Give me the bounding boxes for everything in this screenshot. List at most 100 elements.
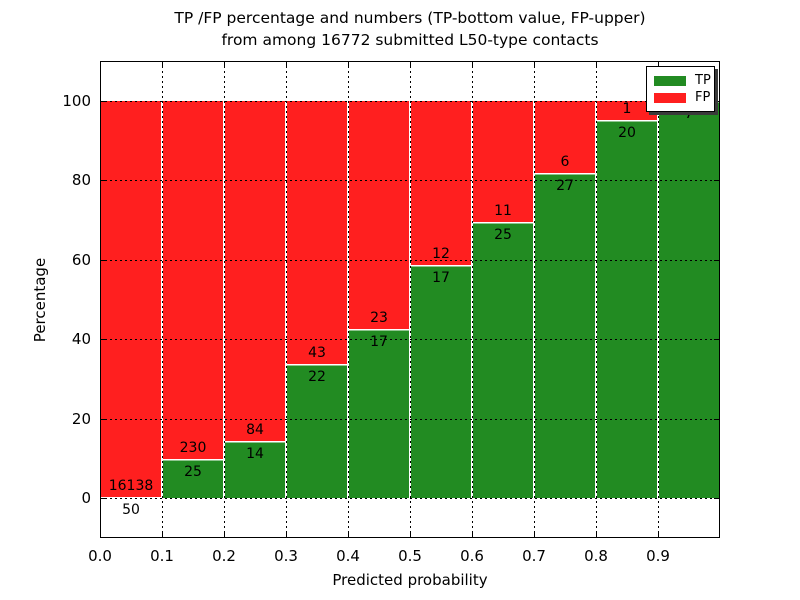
bar-segment-fp [100,100,162,498]
x-tick-mark [596,532,597,538]
gridline-vertical [410,61,411,538]
bar-segment-fp [534,100,596,173]
x-tick-mark [162,532,163,538]
legend-label-fp: FP [695,90,711,105]
x-tick-mark-top [162,61,163,67]
gridline-vertical [162,61,163,538]
x-tick-mark-top [596,61,597,67]
fp-count-label: 43 [308,344,326,361]
bar-segment-tp [658,100,720,499]
chart-title-line-1: TP /FP percentage and numbers (TP-bottom… [174,9,646,27]
x-tick-mark-top [658,61,659,67]
tp-count-label: 17 [370,334,388,351]
gridline-vertical [286,61,287,538]
fp-count-label: 6 [560,154,570,170]
x-tick-label: 0.0 [88,547,112,565]
y-tick-label: 100 [62,91,91,110]
legend-row-fp: FP [654,89,711,106]
x-tick-mark-top [534,61,535,67]
bar-segment-tp [100,497,162,499]
bar-segment-fp [596,100,658,120]
fp-count-label: 12 [432,246,450,263]
y-tick-mark [100,339,106,341]
x-tick-label: 0.5 [398,547,422,565]
gridline-vertical [658,61,659,538]
x-tick-mark-top [286,61,287,67]
fp-count-label: 23 [370,310,388,327]
y-tick-mark-right [714,339,720,341]
x-tick-mark-top [224,61,225,67]
x-tick-label: 0.9 [646,547,670,565]
x-tick-label: 0.7 [522,547,546,565]
x-tick-mark [286,532,287,538]
y-axis-label: Percentage [31,257,49,342]
tp-count-label: 22 [308,368,326,385]
bar-segment-fp [348,100,410,330]
bar-segment-fp [472,100,534,223]
tp-count-label: 25 [184,464,202,481]
bar-segment-fp [162,100,224,460]
bar-segment-tp [224,441,286,499]
x-axis-label: Predicted probability [332,571,488,589]
bar-segment-tp [534,173,596,499]
x-tick-mark [534,532,535,538]
y-tick-label: 20 [71,409,91,428]
gridline-vertical [224,61,225,538]
fp-count-label: 16138 [108,478,154,495]
y-tick-mark-right [714,180,720,182]
tp-count-label: 50 [122,502,140,519]
legend-swatch-fp-icon [654,92,686,103]
x-tick-mark-top [410,61,411,67]
bar-segment-tp [410,265,472,499]
bar-segment-fp [224,100,286,442]
x-tick-mark [658,532,659,538]
gridline-vertical [472,61,473,538]
tp-count-label: 17 [432,270,450,287]
x-tick-mark [348,532,349,538]
bar-edge-line [719,100,721,499]
tp-count-label: 7 [684,105,694,122]
x-tick-mark-top [100,61,101,67]
tp-count-label: 20 [618,124,636,141]
y-tick-mark [100,259,106,261]
legend: TP FP [646,66,715,112]
tp-count-label: 14 [246,446,264,463]
x-tick-label: 0.4 [336,547,360,565]
gridline-vertical [348,61,349,538]
bar-segment-tp [596,119,658,499]
x-tick-mark [410,532,411,538]
y-tick-mark [100,418,106,420]
bar-segment-fp [286,100,348,364]
y-tick-mark [100,498,106,500]
x-tick-mark-top [472,61,473,67]
x-tick-label: 0.1 [150,547,174,565]
x-tick-label: 0.8 [584,547,608,565]
chart-title: TP /FP percentage and numbers (TP-bottom… [100,7,720,51]
y-tick-label: 80 [71,171,91,190]
y-tick-label: 60 [71,250,91,269]
y-tick-mark [100,100,106,102]
gridline-vertical [596,61,597,538]
y-tick-label: 40 [71,330,91,349]
plot-area: TP FP 0.0 0.1 0.2 0.3 0.4 0.5 0.6 0.7 0.8 0.9 0 20 4… [62,61,721,565]
tp-count-label: 25 [494,227,512,244]
legend-row-tp: TP [654,72,711,89]
x-tick-label: 0.2 [212,547,236,565]
x-tick-mark [100,532,101,538]
y-tick-mark-right [714,100,720,102]
fp-count-label: 84 [246,422,264,439]
bar-segment-tp [162,459,224,499]
tp-count-label: 27 [556,178,574,194]
x-tick-mark [472,532,473,538]
bar-segment-tp [286,363,348,499]
x-tick-label: 0.6 [460,547,484,565]
bar-segment-fp [410,100,472,266]
y-tick-mark-right [714,498,720,500]
x-tick-mark [224,532,225,538]
y-tick-mark-right [714,418,720,420]
gridline-vertical [534,61,535,538]
y-tick-label: 0 [81,489,91,508]
x-tick-label: 0.3 [274,547,298,565]
fp-count-label: 11 [494,203,512,220]
